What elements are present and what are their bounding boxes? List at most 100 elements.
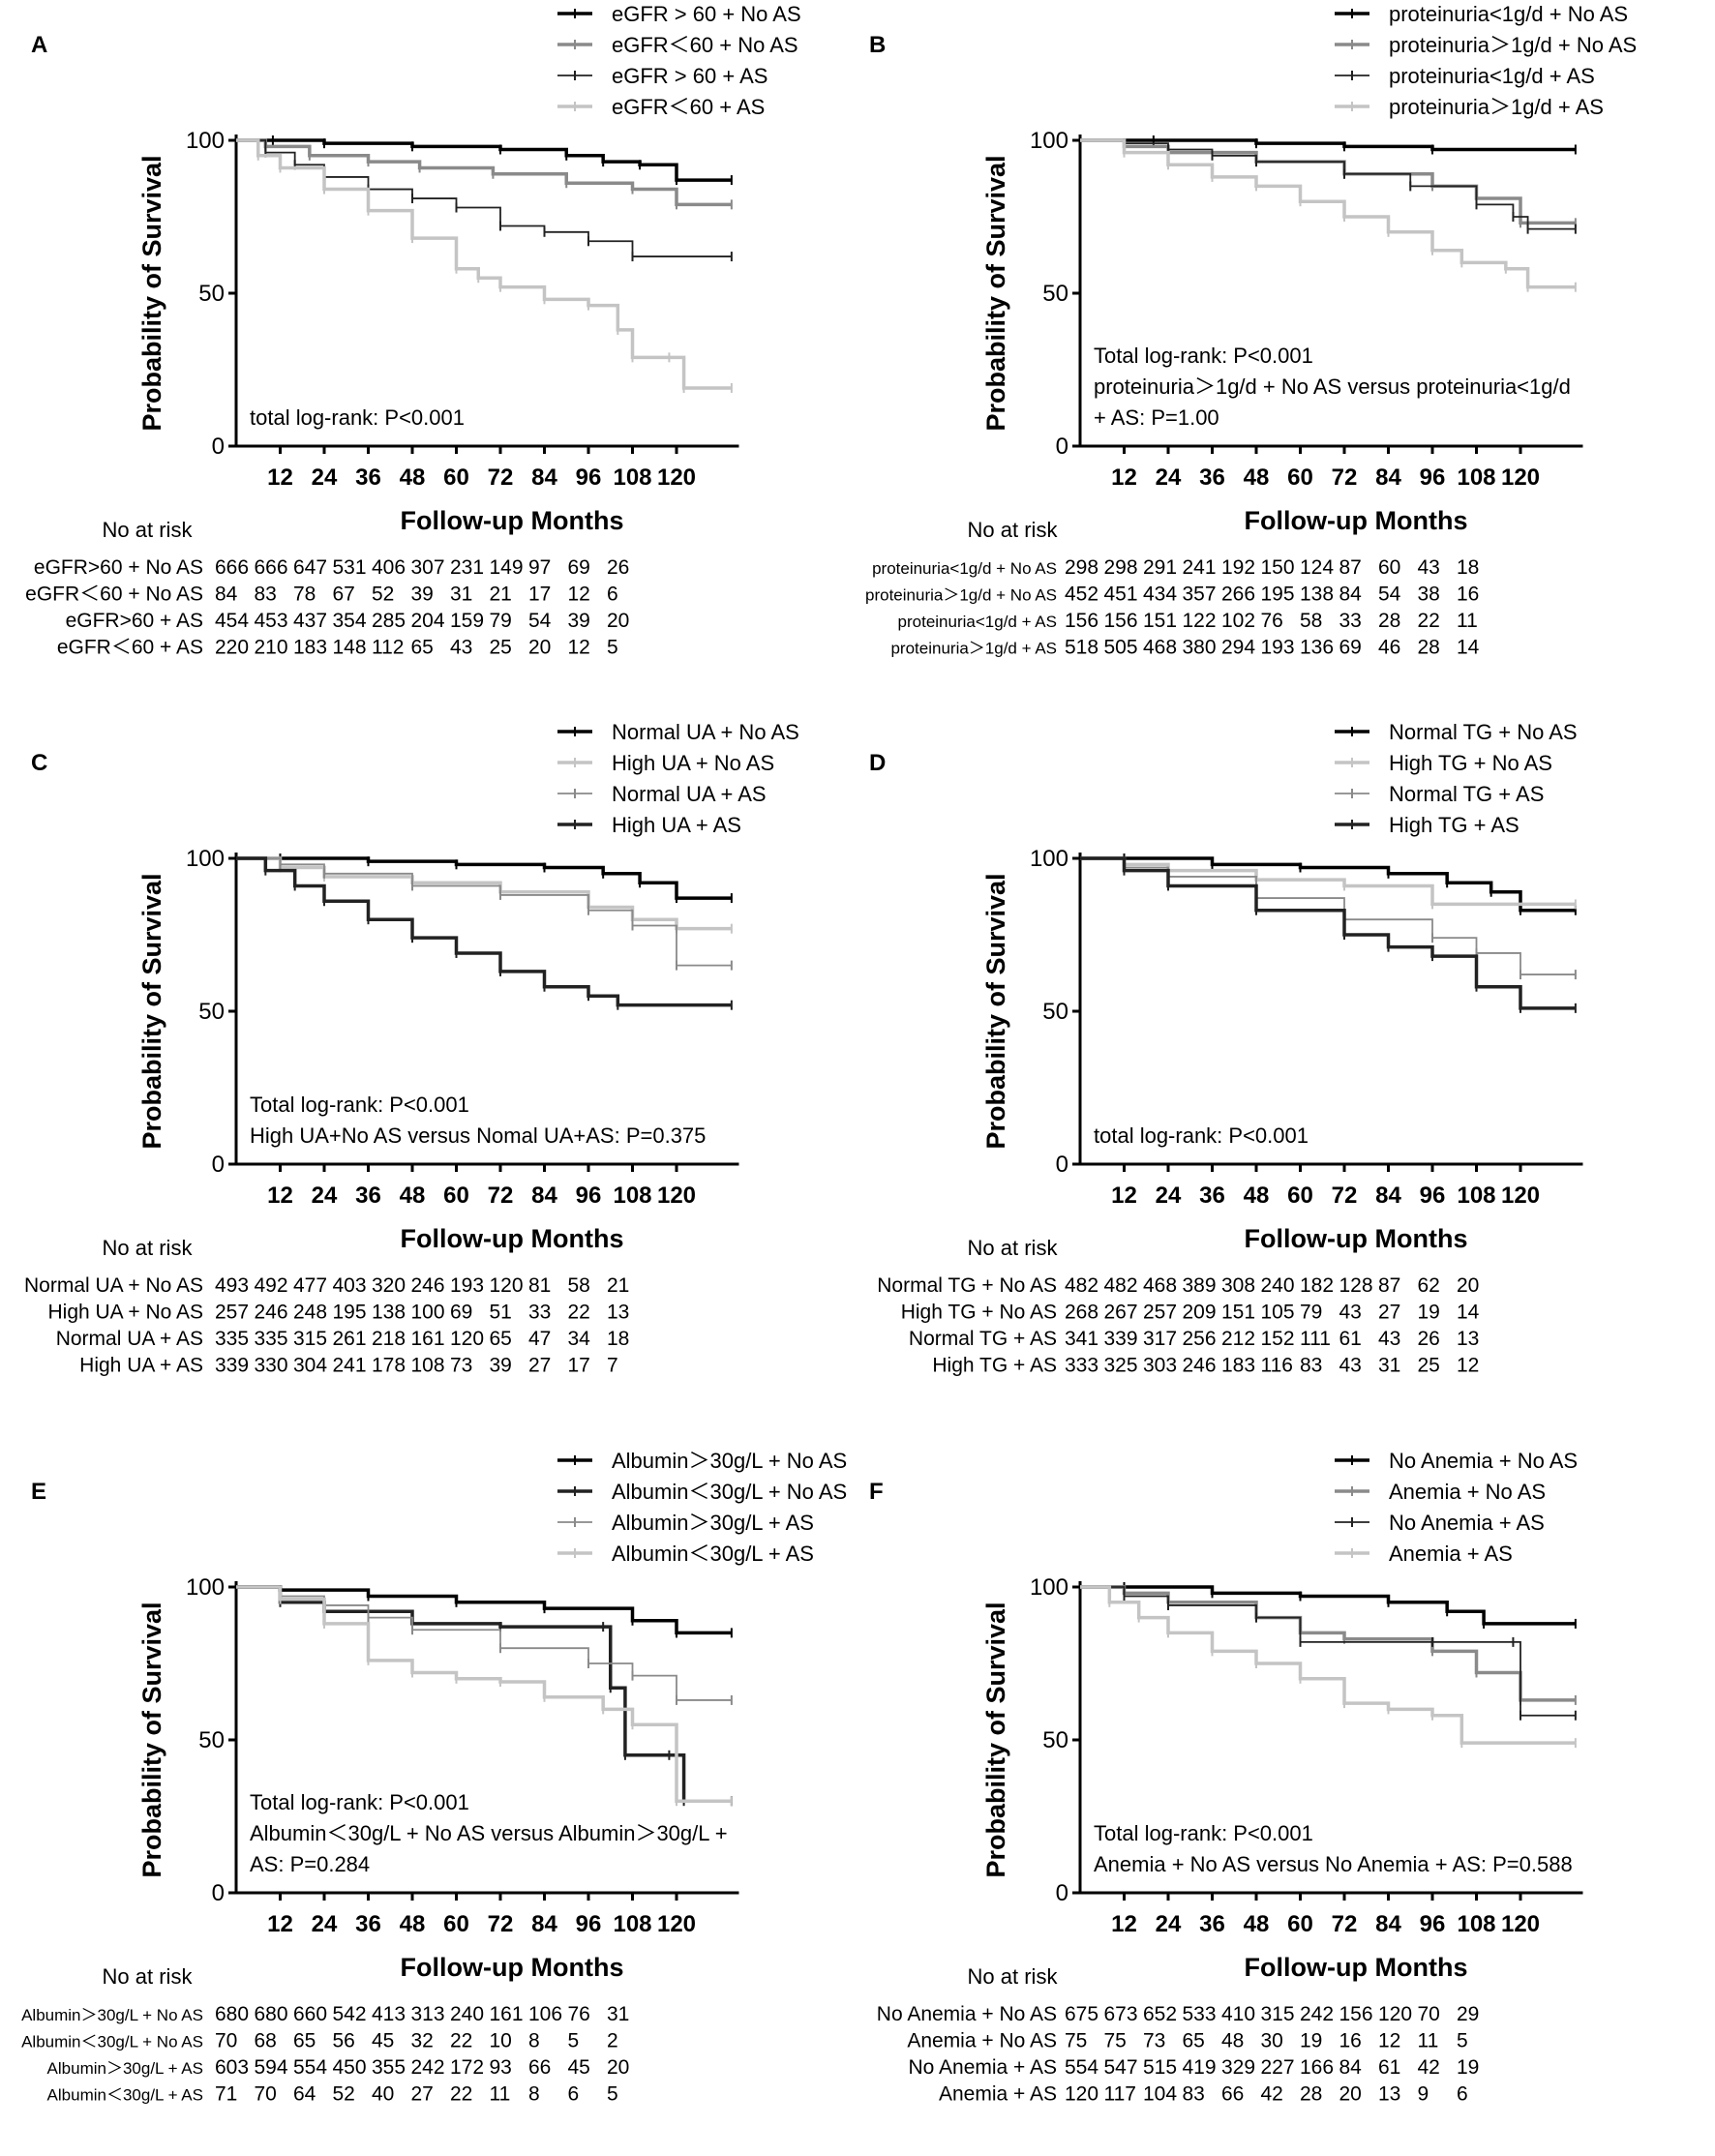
- x-tick-label: 60: [443, 1183, 469, 1209]
- risk-count: 100: [411, 1302, 445, 1324]
- risk-count: 652: [1143, 2003, 1177, 2025]
- legend-label: eGFR＜60 + No AS: [612, 33, 798, 57]
- risk-count: 12: [1378, 2030, 1400, 2052]
- x-tick-label: 60: [1287, 464, 1313, 491]
- y-axis-title: Probability of Survival: [137, 1602, 166, 1877]
- x-tick-label: 84: [531, 464, 557, 491]
- y-tick-label: 50: [198, 999, 225, 1025]
- risk-count: 11: [1457, 610, 1478, 632]
- survival-curve-4: [1080, 1585, 1576, 1745]
- risk-count: 112: [372, 637, 404, 659]
- legend-label: Normal TG + AS: [1389, 782, 1544, 806]
- risk-count: 13: [1378, 2083, 1400, 2106]
- risk-count: 240: [1261, 1274, 1295, 1297]
- risk-count: 29: [1457, 2003, 1479, 2025]
- risk-count: 20: [607, 2056, 629, 2079]
- risk-count: 66: [528, 2056, 551, 2079]
- risk-count: 69: [450, 1302, 472, 1324]
- risk-count: 380: [1183, 637, 1217, 659]
- risk-row-label: Albumin＜30g/L + No AS: [21, 2033, 203, 2051]
- y-tick-label: 0: [212, 1152, 225, 1178]
- x-axis-title: Follow-up Months: [1245, 1224, 1468, 1253]
- x-tick-label: 36: [355, 464, 381, 491]
- risk-count: 267: [1104, 1302, 1138, 1324]
- panel-e: E 0 50 100 12 24 36 48 60 72 84 96 108 120 Probability…: [0, 1447, 858, 2151]
- risk-count: 78: [293, 584, 316, 606]
- x-tick-label: 24: [312, 464, 338, 491]
- risk-count: 61: [1378, 2056, 1400, 2079]
- x-tick-label: 24: [312, 1183, 338, 1209]
- risk-row-label: proteinuria<1g/d + No AS: [872, 559, 1057, 578]
- risk-count: 5: [1457, 2030, 1468, 2052]
- risk-count: 156: [1104, 610, 1138, 632]
- risk-count: 138: [372, 1302, 406, 1324]
- risk-count: 67: [333, 584, 355, 606]
- risk-count: 70: [255, 2083, 277, 2106]
- risk-count: 69: [1339, 637, 1362, 659]
- x-tick-label: 120: [1501, 1911, 1540, 1937]
- risk-count: 482: [1065, 1274, 1098, 1297]
- risk-count: 33: [528, 1302, 551, 1324]
- x-tick-label: 120: [1501, 1183, 1540, 1209]
- y-tick-label: 50: [1042, 1727, 1068, 1753]
- panel-f: F 0 50 100 12 24 36 48 60 72 84 96 108 120 Probability…: [858, 1447, 1715, 2151]
- risk-count: 12: [568, 584, 590, 606]
- risk-count: 45: [568, 2056, 590, 2079]
- risk-count: 79: [1300, 1302, 1322, 1324]
- risk-count: 339: [215, 1355, 249, 1377]
- risk-count: 10: [490, 2030, 512, 2052]
- risk-count: 325: [1104, 1355, 1138, 1377]
- risk-count: 195: [1261, 584, 1295, 606]
- risk-count: 647: [293, 556, 327, 579]
- risk-count: 266: [1221, 584, 1255, 606]
- x-tick-label: 12: [267, 1183, 293, 1209]
- risk-count: 39: [411, 584, 434, 606]
- risk-table-header: No at risk: [103, 1964, 194, 1989]
- survival-curve-1: [236, 1585, 732, 1635]
- risk-count: 159: [450, 610, 484, 632]
- risk-count: 341: [1065, 1328, 1098, 1350]
- risk-count: 335: [255, 1328, 288, 1350]
- x-tick-label: 96: [576, 464, 602, 491]
- risk-count: 26: [607, 556, 629, 579]
- risk-count: 21: [490, 584, 512, 606]
- risk-count: 660: [293, 2003, 327, 2025]
- survival-curve-4: [236, 138, 732, 390]
- risk-count: 452: [1065, 584, 1098, 606]
- risk-row-label: Anemia + No AS: [907, 2030, 1057, 2052]
- risk-count: 20: [1457, 1274, 1479, 1297]
- risk-row-label: High UA + No AS: [47, 1302, 203, 1324]
- risk-count: 26: [1418, 1328, 1440, 1350]
- risk-count: 73: [1143, 2030, 1165, 2052]
- risk-count: 161: [411, 1328, 445, 1350]
- legend-label: Normal UA + No AS: [612, 720, 799, 744]
- risk-count: 42: [1261, 2083, 1283, 2106]
- risk-count: 13: [1457, 1328, 1479, 1350]
- legend-label: High TG + No AS: [1389, 751, 1552, 775]
- y-tick-label: 0: [212, 434, 225, 460]
- x-tick-label: 24: [312, 1911, 338, 1937]
- risk-count: 14: [1457, 637, 1480, 659]
- risk-count: 482: [1104, 1274, 1138, 1297]
- risk-count: 195: [333, 1302, 367, 1324]
- risk-count: 355: [372, 2056, 406, 2079]
- risk-count: 31: [607, 2003, 629, 2025]
- legend-label: High UA + AS: [612, 813, 741, 837]
- risk-row-label: proteinuria＞1g/d + No AS: [865, 586, 1057, 605]
- risk-count: 18: [607, 1328, 629, 1350]
- risk-count: 454: [215, 610, 249, 632]
- risk-row-label: eGFR>60 + AS: [66, 610, 203, 632]
- risk-count: 150: [1261, 556, 1295, 579]
- risk-count: 315: [1261, 2003, 1295, 2025]
- risk-count: 304: [293, 1355, 327, 1377]
- risk-count: 64: [293, 2083, 316, 2106]
- risk-count: 11: [490, 2083, 511, 2106]
- survival-curve-3: [1080, 857, 1576, 975]
- risk-count: 62: [1418, 1274, 1440, 1297]
- legend-label: eGFR＜60 + AS: [612, 95, 765, 119]
- risk-row-label: Normal TG + AS: [909, 1328, 1057, 1350]
- risk-count: 111: [1300, 1328, 1331, 1350]
- legend-label: No Anemia + No AS: [1389, 1449, 1578, 1473]
- annotation-text: total log-rank: P<0.001: [1094, 1123, 1309, 1148]
